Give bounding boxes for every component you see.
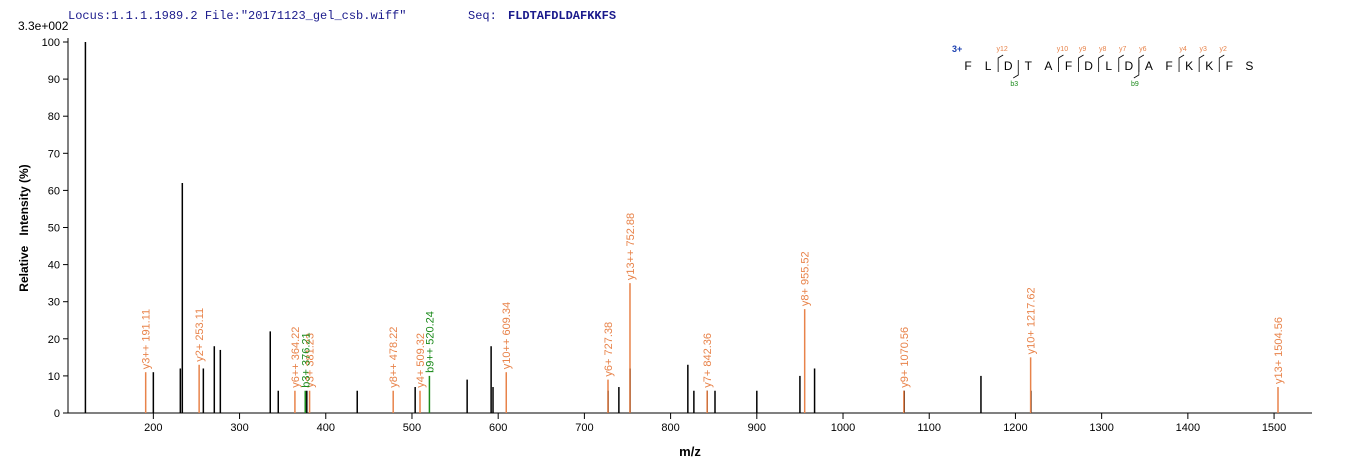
residue: A xyxy=(1145,59,1153,73)
y-tick-label: 90 xyxy=(48,74,60,86)
peak-label: y7+ 842.36 xyxy=(702,333,714,388)
y-tick-label: 30 xyxy=(48,297,60,309)
y-ion-bracket xyxy=(997,54,1004,72)
y-ion-bracket xyxy=(1098,54,1104,72)
y-tick-label: 70 xyxy=(48,148,60,160)
residue: F xyxy=(1065,59,1072,73)
peak-label: y8++ 478.22 xyxy=(388,327,400,388)
sequence: FLDTAFDLDAFKKFS xyxy=(508,9,616,23)
charge-state: 3+ xyxy=(952,44,962,54)
x-tick-label: 400 xyxy=(317,422,335,434)
peak-label: y3++ 191.11 xyxy=(141,309,153,369)
y-ion-bracket xyxy=(1058,54,1064,72)
x-axis-label: m/z xyxy=(679,444,701,459)
peak-label: y2+ 253.11 xyxy=(194,308,206,362)
y-ion: y2 xyxy=(1220,46,1228,53)
header: Locus:1.1.1.1989.2 File:"20171123_gel_cs… xyxy=(68,9,406,23)
y-ion-bracket xyxy=(1218,54,1225,72)
x-tick-label: 700 xyxy=(575,422,593,434)
peak-label: y4+ 509.32 xyxy=(415,333,427,388)
y-tick-label: 100 xyxy=(42,37,60,49)
residue: F xyxy=(964,59,971,73)
peak-label: b9++ 520.24 xyxy=(424,311,436,373)
residue: A xyxy=(1044,59,1052,73)
y-ion: y3 xyxy=(1199,46,1207,53)
x-tick-label: 1400 xyxy=(1176,422,1200,434)
residue: L xyxy=(985,59,992,73)
x-tick-label: 1200 xyxy=(1003,422,1027,434)
y-ion: y10 xyxy=(1057,46,1068,53)
residue: D xyxy=(1084,59,1093,73)
y-tick-label: 60 xyxy=(48,185,60,197)
residue: K xyxy=(1185,59,1193,73)
y-ion: y8 xyxy=(1099,46,1107,53)
y-ion-bracket xyxy=(1198,54,1205,72)
peak-label: y10++ 609.34 xyxy=(501,302,513,369)
b-ion: b3 xyxy=(1010,81,1018,88)
residue: S xyxy=(1245,59,1253,73)
seq-label: Seq: xyxy=(468,9,497,23)
x-tick-label: 300 xyxy=(230,422,248,434)
y-tick-label: 80 xyxy=(48,111,60,123)
residue: K xyxy=(1205,59,1213,73)
y-ion: y9 xyxy=(1079,46,1087,53)
peak-label: y8+ 955.52 xyxy=(800,251,812,306)
residue: D xyxy=(1004,59,1013,73)
x-tick-label: 600 xyxy=(489,422,507,434)
residue: F xyxy=(1226,59,1233,73)
x-tick-label: 800 xyxy=(661,422,679,434)
y-axis-label: Relative Intensity (%) xyxy=(17,164,31,291)
b-ion: b9 xyxy=(1131,81,1139,88)
peak-label: b3+ 376.21 xyxy=(300,332,312,387)
y-ion: y4 xyxy=(1179,46,1187,53)
x-tick-label: 1100 xyxy=(917,422,941,434)
b-ion-bracket xyxy=(1133,60,1140,79)
peak-label: y10+ 1217.62 xyxy=(1026,287,1038,354)
peak-label: y3+ 381.23 xyxy=(305,333,317,388)
peak-label: y13++ 752.88 xyxy=(625,213,637,280)
y-ion-bracket xyxy=(1138,54,1145,72)
peak-label: y13+ 1504.56 xyxy=(1273,317,1285,384)
residue: F xyxy=(1165,59,1172,73)
y-ion: y7 xyxy=(1119,46,1127,53)
y-tick-label: 20 xyxy=(48,334,60,346)
y-tick-label: 40 xyxy=(48,260,60,272)
y-ion-bracket xyxy=(1178,54,1185,72)
y-ion-bracket xyxy=(1118,54,1124,72)
residue: L xyxy=(1105,59,1112,73)
y-ion: y12 xyxy=(997,46,1008,53)
peak-label: y6++ 364.22 xyxy=(290,327,302,388)
y-ion-bracket xyxy=(1078,54,1084,72)
y-tick-label: 10 xyxy=(48,371,60,383)
x-tick-label: 200 xyxy=(144,422,162,434)
x-tick-label: 1500 xyxy=(1262,422,1286,434)
y-tick-label: 50 xyxy=(48,223,60,235)
y-tick-label: 0 xyxy=(54,408,60,420)
residue: D xyxy=(1124,59,1133,73)
peak-label: y9+ 1070.56 xyxy=(899,327,911,388)
x-tick-label: 900 xyxy=(748,422,766,434)
x-tick-label: 500 xyxy=(403,422,421,434)
residue: T xyxy=(1025,59,1033,73)
b-ion-bracket xyxy=(1013,60,1019,79)
y-ion: y6 xyxy=(1139,46,1147,53)
scale-label: 3.3e+002 xyxy=(18,19,69,33)
x-tick-label: 1000 xyxy=(831,422,855,434)
x-tick-label: 1300 xyxy=(1089,422,1113,434)
peak-label: y6+ 727.38 xyxy=(603,322,615,377)
